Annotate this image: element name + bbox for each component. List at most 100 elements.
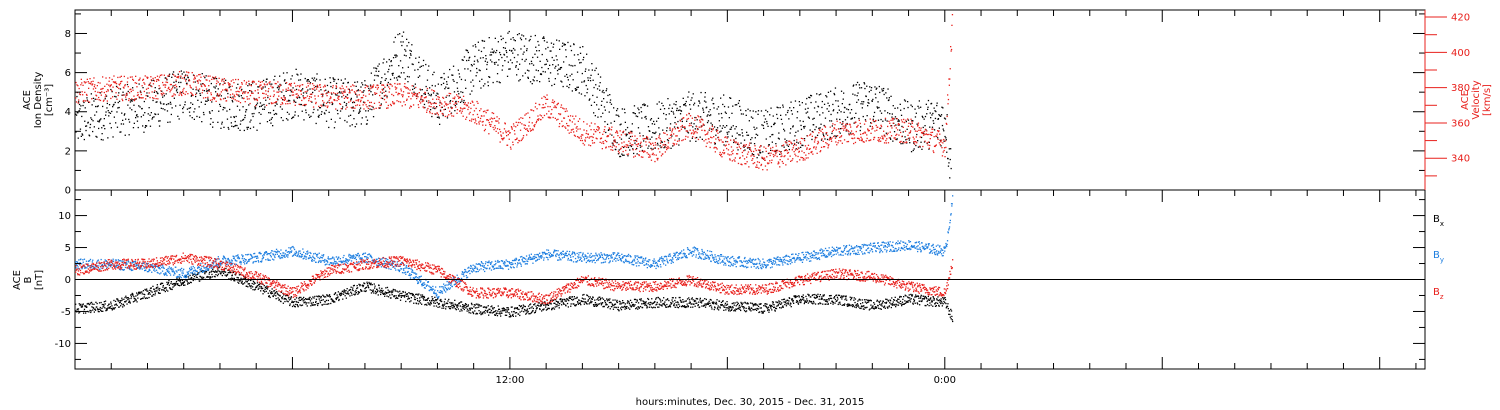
density-series-point: [169, 101, 172, 103]
velocity-series-point: [430, 106, 432, 108]
density-series-point: [895, 118, 897, 120]
series-bx-point: [228, 269, 230, 271]
density-series-point: [689, 104, 691, 106]
velocity-series-point: [352, 107, 354, 109]
velocity-series-point: [483, 130, 486, 132]
velocity-series-point: [397, 94, 399, 96]
velocity-series-point: [839, 122, 841, 124]
series-bx-point: [442, 303, 444, 306]
velocity-series-point: [75, 97, 77, 99]
density-series-point: [139, 90, 142, 92]
density-series-point: [621, 153, 623, 155]
velocity-series-point: [846, 123, 849, 125]
velocity-series-point: [566, 125, 569, 127]
velocity-series-point: [518, 139, 520, 142]
velocity-series-point: [388, 86, 390, 88]
velocity-series-point: [128, 98, 130, 100]
series-bx-point: [141, 293, 143, 295]
density-series-point: [828, 110, 830, 112]
density-series-point: [693, 104, 695, 106]
density-series-point: [659, 133, 661, 135]
velocity-series-point: [856, 137, 859, 139]
density-series-point: [810, 95, 813, 97]
velocity-series-point: [303, 97, 306, 99]
series-bx-point: [315, 300, 317, 303]
velocity-series-point: [288, 89, 290, 91]
series-bx-point: [238, 279, 240, 281]
velocity-series-point: [934, 145, 937, 147]
density-series-point: [571, 90, 573, 92]
density-series-point: [883, 93, 885, 96]
series-bx-point: [192, 274, 194, 276]
velocity-series-point: [895, 134, 897, 136]
series-bx-point: [96, 308, 99, 310]
series-bx-point: [170, 282, 172, 285]
velocity-series-point: [80, 78, 82, 80]
density-series-point: [351, 124, 353, 126]
velocity-series-point: [656, 138, 658, 140]
density-series-point: [646, 137, 648, 139]
velocity-series-point: [154, 90, 156, 92]
series-bx-point: [173, 282, 176, 285]
velocity-series-point: [515, 126, 517, 128]
density-series-point: [846, 122, 848, 125]
density-series-point: [531, 62, 533, 65]
series-bx-point: [132, 294, 134, 296]
velocity-series-point: [392, 101, 394, 103]
velocity-series-point: [738, 144, 740, 146]
velocity-series-point: [398, 100, 400, 103]
density-series-point: [523, 45, 526, 47]
velocity-series-point: [188, 72, 190, 74]
velocity-series-point: [870, 139, 872, 141]
density-series-point: [871, 100, 873, 102]
series-bx-point: [159, 287, 161, 290]
density-series-point: [98, 127, 100, 130]
density-series-point: [221, 123, 223, 125]
density-series-point: [324, 78, 326, 80]
velocity-series-point: [900, 119, 903, 121]
series-bx-point: [432, 298, 434, 300]
velocity-series-point: [260, 84, 262, 86]
density-series-point: [155, 101, 157, 103]
velocity-series-point: [100, 94, 102, 96]
density-series-point: [812, 118, 814, 120]
velocity-series-point: [635, 148, 637, 151]
density-series-point: [165, 93, 167, 95]
velocity-series-point: [409, 105, 412, 107]
series-bx-point: [238, 282, 240, 284]
density-series-point: [313, 108, 315, 111]
density-series-point: [121, 94, 123, 96]
density-series-point: [270, 122, 272, 124]
series-bx-point: [372, 290, 374, 293]
velocity-series-point: [189, 84, 191, 87]
velocity-series-point: [398, 83, 400, 85]
velocity-series-point: [316, 86, 318, 88]
velocity-series-point: [431, 112, 433, 115]
velocity-series-point: [790, 160, 792, 162]
density-series-point: [280, 117, 282, 119]
density-series-point: [577, 86, 579, 88]
velocity-series-point: [342, 87, 344, 90]
velocity-series-point: [636, 140, 638, 142]
density-series-point: [827, 91, 830, 93]
series-bx-point: [187, 283, 189, 285]
density-series-point: [939, 139, 941, 141]
series-bx-point: [284, 298, 286, 300]
series-bx-point: [203, 271, 206, 273]
series-bx-point: [360, 289, 363, 292]
velocity-series-point: [643, 150, 645, 152]
velocity-series-point: [600, 137, 603, 139]
velocity-series-point: [666, 148, 668, 151]
velocity-series-point: [579, 128, 581, 130]
velocity-series-point: [342, 92, 344, 95]
density-series-point: [537, 70, 539, 72]
density-series-point: [308, 80, 310, 82]
series-bx-point: [269, 296, 271, 299]
density-series-point: [795, 148, 797, 150]
density-series-point: [443, 78, 446, 80]
density-series-point: [375, 67, 377, 69]
density-series-point: [586, 92, 588, 94]
density-series-point: [853, 84, 855, 86]
velocity-series-point: [540, 118, 542, 121]
velocity-series-point: [155, 98, 157, 100]
